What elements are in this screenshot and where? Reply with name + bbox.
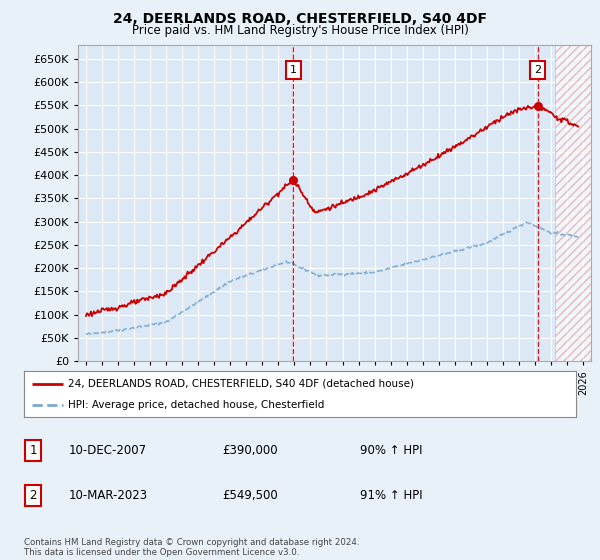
Text: Contains HM Land Registry data © Crown copyright and database right 2024.
This d: Contains HM Land Registry data © Crown c… — [24, 538, 359, 557]
Text: 24, DEERLANDS ROAD, CHESTERFIELD, S40 4DF: 24, DEERLANDS ROAD, CHESTERFIELD, S40 4D… — [113, 12, 487, 26]
Text: 2: 2 — [29, 489, 37, 502]
Text: 2: 2 — [535, 65, 541, 75]
Text: 10-DEC-2007: 10-DEC-2007 — [69, 444, 147, 458]
Text: 90% ↑ HPI: 90% ↑ HPI — [360, 444, 422, 458]
Text: HPI: Average price, detached house, Chesterfield: HPI: Average price, detached house, Ches… — [68, 400, 325, 410]
Text: £549,500: £549,500 — [222, 489, 278, 502]
Text: Price paid vs. HM Land Registry's House Price Index (HPI): Price paid vs. HM Land Registry's House … — [131, 24, 469, 36]
Text: 24, DEERLANDS ROAD, CHESTERFIELD, S40 4DF (detached house): 24, DEERLANDS ROAD, CHESTERFIELD, S40 4D… — [68, 379, 414, 389]
Text: 1: 1 — [29, 444, 37, 458]
Text: £390,000: £390,000 — [222, 444, 278, 458]
Text: 1: 1 — [290, 65, 297, 75]
Text: 91% ↑ HPI: 91% ↑ HPI — [360, 489, 422, 502]
Text: 10-MAR-2023: 10-MAR-2023 — [69, 489, 148, 502]
